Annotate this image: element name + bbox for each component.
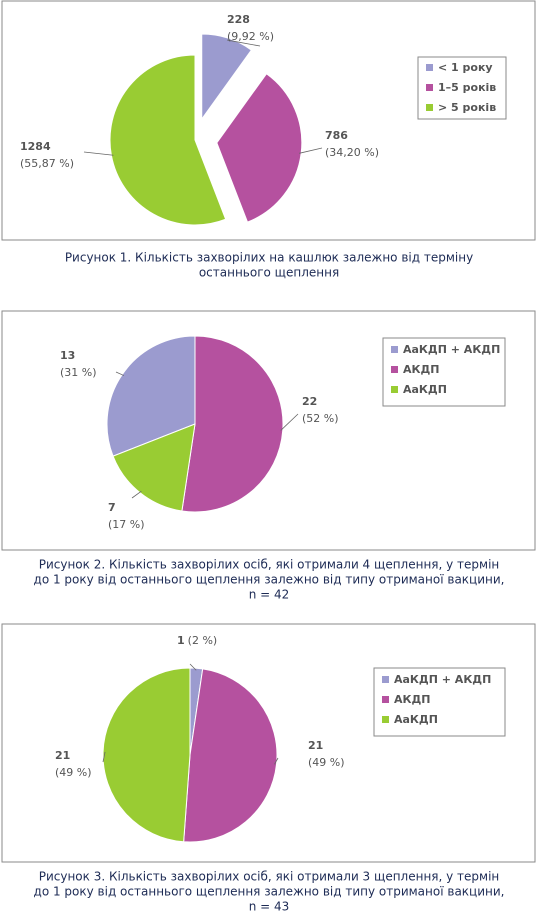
leader-line xyxy=(299,147,323,154)
legend-swatch xyxy=(391,386,398,393)
pie-slice xyxy=(112,423,196,512)
data-label: 21 xyxy=(55,749,70,762)
data-label: 21 xyxy=(308,739,323,752)
data-label: 13 xyxy=(60,349,75,362)
data-label: 7 xyxy=(108,501,116,514)
pie-slice xyxy=(183,668,278,843)
legend-label: АКДП xyxy=(403,363,440,376)
chart-frame xyxy=(1,0,536,241)
legend-swatch xyxy=(382,676,389,683)
pie-slice xyxy=(181,335,284,513)
percent-label: (34,20 %) xyxy=(325,146,379,159)
legend-frame xyxy=(373,667,506,737)
legend-swatch xyxy=(426,64,433,71)
leader-line xyxy=(131,490,142,499)
legend-label: АаКДП + АКДП xyxy=(394,673,491,686)
legend-label: > 5 років xyxy=(438,101,496,114)
percent-label: (49 %) xyxy=(308,756,345,769)
legend-swatch xyxy=(391,346,398,353)
caption: до 1 року від останнього щеплення залежн… xyxy=(34,573,505,587)
data-label: 1 xyxy=(177,634,185,647)
leader-line xyxy=(189,663,197,671)
pie-slice xyxy=(102,667,191,843)
caption: Рисунок 1. Кількість захворілих на кашлю… xyxy=(65,251,473,265)
legend-swatch xyxy=(426,104,433,111)
percent-label: (17 %) xyxy=(108,518,145,531)
data-label: 22 xyxy=(302,395,317,408)
leader-line xyxy=(280,413,299,431)
percent-label: (31 %) xyxy=(60,366,97,379)
percent-label: (52 %) xyxy=(302,412,339,425)
pie-slice xyxy=(216,73,303,223)
legend-label: АаКДП + АКДП xyxy=(403,343,500,356)
chart: 13 (31 %) 22 (52 %) 7 (17 %) АаКДП + АКДП АКДП А… xyxy=(1,310,536,602)
legend-swatch xyxy=(391,366,398,373)
data-label: 1284 xyxy=(20,140,51,153)
leader-line xyxy=(83,151,114,156)
legend-label: АаКДП xyxy=(394,713,438,726)
legend-frame xyxy=(382,337,506,407)
legend-swatch xyxy=(382,696,389,703)
legend-label: 1–5 років xyxy=(438,81,496,94)
data-label: 228 xyxy=(227,13,250,26)
pie-slice xyxy=(201,33,253,121)
chart: 228 (9,92 %) 786 (34,20 %) 1284 (55,87 %) < 1 … xyxy=(1,0,536,280)
caption: до 1 року від останнього щеплення залежн… xyxy=(34,885,505,899)
percent-label: (9,92 %) xyxy=(227,30,274,43)
legend-label: < 1 року xyxy=(438,61,493,74)
legend-label: АаКДП xyxy=(403,383,447,396)
data-label: 786 xyxy=(325,129,348,142)
legend-label: АКДП xyxy=(394,693,431,706)
caption: останнього щеплення xyxy=(199,266,339,280)
caption: Рисунок 2. Кількість захворілих осіб, як… xyxy=(39,558,500,572)
caption: n = 42 xyxy=(249,588,290,602)
leader-line xyxy=(115,371,125,376)
pie-slice xyxy=(109,54,227,226)
leader-line xyxy=(274,757,279,765)
leader-line xyxy=(102,751,106,763)
chart-frame xyxy=(1,623,536,863)
chart: 1 (2 %) 21 (49 %) 21 (49 %) АаКДП + АКДП АКДП Аа… xyxy=(1,623,536,914)
leader-line xyxy=(227,39,261,47)
caption: Рисунок 3. Кількість захворілих осіб, як… xyxy=(39,870,500,884)
caption: n = 43 xyxy=(249,900,290,914)
percent-label: (49 %) xyxy=(55,766,92,779)
legend-swatch xyxy=(426,84,433,91)
percent-label: (2 %) xyxy=(188,634,218,647)
percent-label: (55,87 %) xyxy=(20,157,74,170)
legend-swatch xyxy=(382,716,389,723)
chart-frame xyxy=(1,310,536,551)
